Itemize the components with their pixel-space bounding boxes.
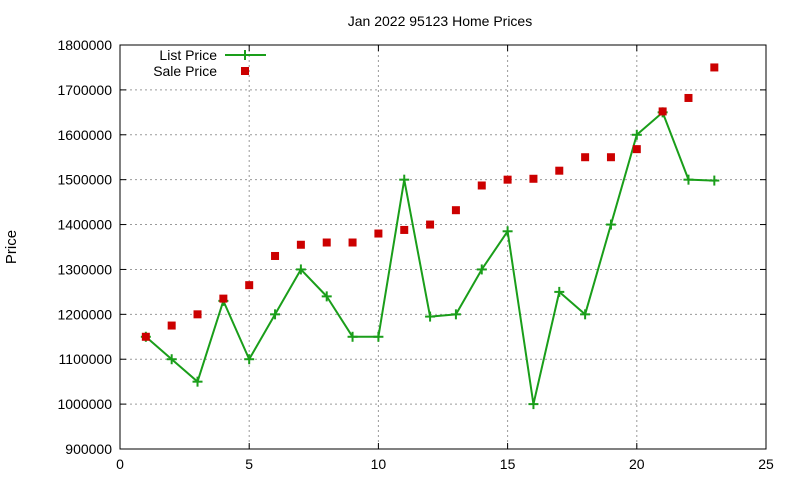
legend-label-sale-price: Sale Price (153, 63, 217, 79)
sale-price-point (245, 281, 254, 290)
legend-marker (241, 67, 249, 75)
sale-price-point (658, 107, 667, 116)
sale-price-point (400, 225, 409, 234)
x-tick-label: 5 (245, 456, 253, 472)
sale-price-point (503, 175, 512, 184)
y-tick-label: 1600000 (57, 127, 112, 143)
sale-price-point (167, 321, 176, 330)
sale-price-point (426, 220, 435, 229)
list-price-point (605, 219, 616, 230)
x-tick-label: 0 (116, 456, 124, 472)
legend-sample-sale-price (241, 67, 249, 75)
list-price-point (631, 129, 642, 140)
legend-marker (240, 50, 250, 60)
sale-price-point (348, 238, 357, 247)
list-price-point (425, 311, 436, 322)
list-price-point (476, 264, 487, 275)
y-tick-label: 1300000 (57, 261, 112, 277)
chart-title: Jan 2022 95123 Home Prices (348, 13, 532, 29)
x-tick-label: 10 (371, 456, 387, 472)
y-tick-label: 900000 (65, 441, 112, 457)
y-tick-label: 1500000 (57, 172, 112, 188)
sale-price-point (555, 166, 564, 175)
sale-price-point (374, 229, 383, 238)
sale-price-point (296, 240, 305, 249)
list-price-point (373, 331, 384, 342)
sale-price-point (606, 153, 615, 162)
sale-price-point (271, 251, 280, 260)
list-price-point (192, 376, 203, 387)
sale-price-point (684, 93, 693, 102)
list-price-point (399, 174, 410, 185)
list-price-point (709, 175, 720, 186)
sale-price-point (451, 206, 460, 215)
x-tick-label: 25 (758, 456, 774, 472)
grid-lines (120, 45, 766, 449)
axis-ticks: 0 5 10 15 20 25 900000 1000000 1100000 1200000 130… (57, 37, 774, 472)
y-tick-label: 1000000 (57, 396, 112, 412)
sale-price-point (581, 153, 590, 162)
legend: List Price Sale Price (153, 47, 266, 79)
sale-price-point (710, 63, 719, 72)
sale-price-point (632, 145, 641, 154)
list-price-point (554, 286, 565, 297)
plot-area-border (119, 44, 767, 450)
legend-label-list-price: List Price (159, 47, 217, 63)
y-tick-label: 1800000 (57, 37, 112, 53)
list-price-point (270, 309, 281, 320)
y-tick-label: 1200000 (57, 306, 112, 322)
list-price-point (321, 291, 332, 302)
list-price-point (450, 309, 461, 320)
list-price-point (580, 309, 591, 320)
y-tick-label: 1100000 (59, 351, 113, 367)
y-axis-label: Price (3, 230, 20, 264)
sale-price-point (219, 294, 228, 303)
sale-price-point (322, 238, 331, 247)
sale-price-point (141, 332, 150, 341)
y-tick-label: 1400000 (57, 217, 112, 233)
list-price-point (683, 174, 694, 185)
x-tick-label: 20 (629, 456, 645, 472)
list-price-point (528, 399, 539, 410)
list-price-point (166, 354, 177, 365)
series-layer (140, 63, 720, 410)
sale-price-point (193, 310, 202, 319)
sale-price-point (477, 181, 486, 190)
list-price-point (295, 264, 306, 275)
list-price-point (244, 354, 255, 365)
y-tick-label: 1700000 (57, 82, 112, 98)
x-tick-label: 15 (500, 456, 516, 472)
sale-price-point (529, 174, 538, 183)
series-sale-price (141, 63, 719, 341)
list-price-point (347, 331, 358, 342)
legend-sample-list-price (225, 50, 266, 60)
list-price-point (502, 226, 513, 237)
